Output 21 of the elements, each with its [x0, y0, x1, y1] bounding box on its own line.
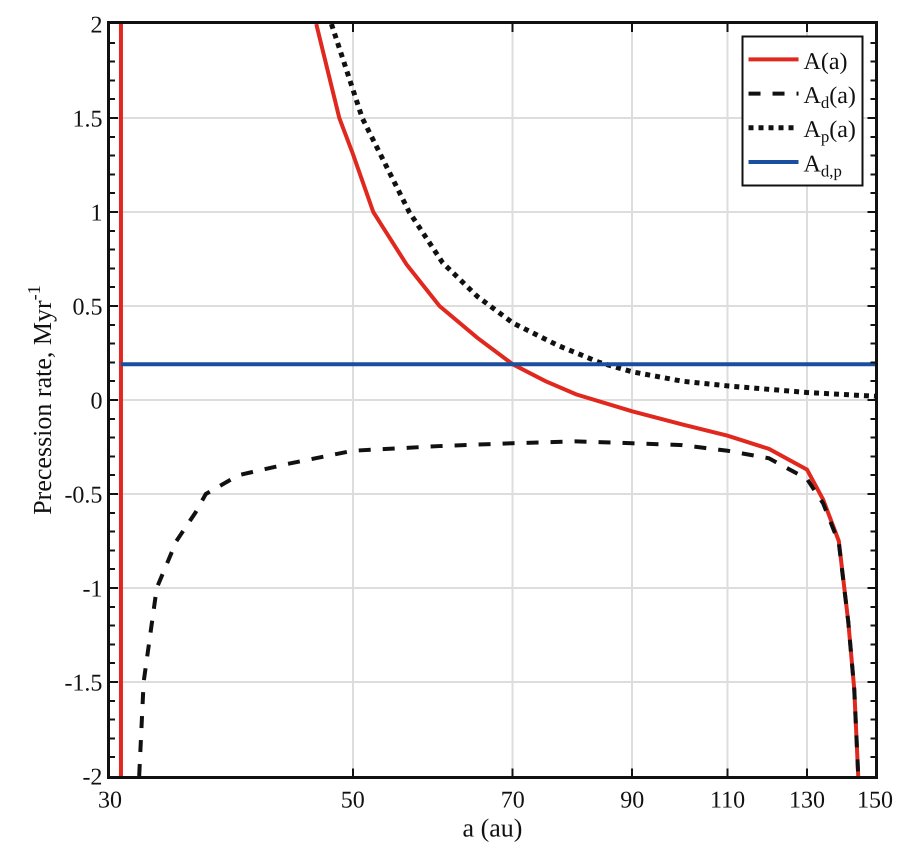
y-tick-label: 2 [90, 12, 102, 38]
legend-label: A$_{d}$(a) [804, 82, 856, 112]
legend-label: A$_{p}$(a) [804, 117, 856, 146]
y-tick-label: 0.5 [72, 294, 102, 320]
x-axis-title: a (au) [462, 814, 522, 843]
y-tick-label: 1.5 [72, 106, 102, 132]
x-tick-label: 70 [500, 788, 525, 814]
x-tick-label: 130 [788, 788, 825, 814]
legend-label: A$_{d,p}$ [804, 151, 842, 180]
y-tick-label: 1 [90, 200, 102, 226]
x-tick-label: 110 [710, 788, 746, 814]
x-tick-label: 30 [98, 788, 122, 814]
y-tick-label: -2 [82, 764, 102, 790]
x-tick-label: 150 [857, 788, 893, 814]
y-tick-label: -1.5 [64, 670, 102, 696]
x-tick-label: 90 [620, 788, 644, 814]
y-tick-label: -1 [82, 576, 102, 602]
x-tick-label: 50 [340, 788, 365, 814]
legend-label: A(a) [804, 48, 848, 75]
y-tick-label: -0.5 [64, 482, 102, 508]
y-tick-label: 0 [90, 388, 102, 414]
